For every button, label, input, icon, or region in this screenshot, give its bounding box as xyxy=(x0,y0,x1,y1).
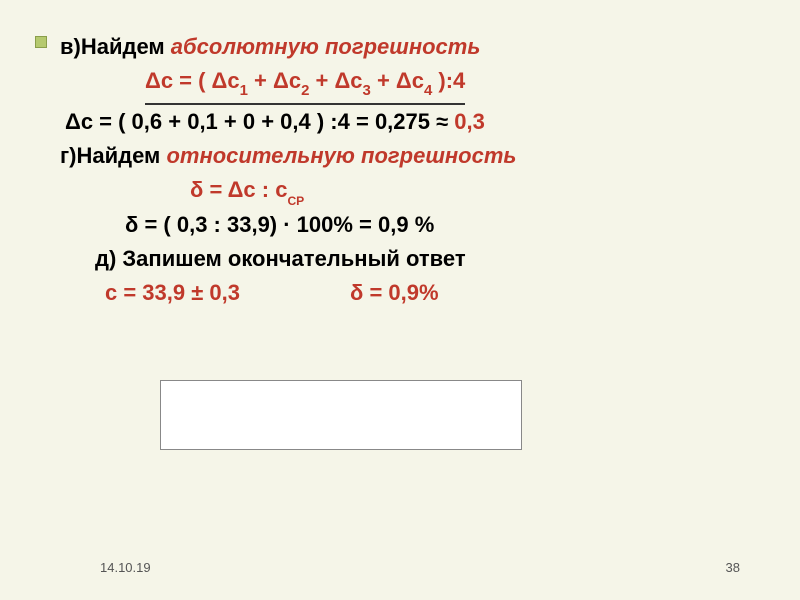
line-7: д) Запишем окончательный ответ xyxy=(95,242,760,276)
f-s3: 3 xyxy=(363,82,371,99)
f-a: Δс = ( Δс xyxy=(145,68,240,93)
line1-text-b: абсолютную погрешность xyxy=(171,34,481,59)
line4-b: относительную погрешность xyxy=(166,143,516,168)
answer-box xyxy=(160,380,522,450)
f-d: + Δс xyxy=(371,68,424,93)
line-4: г)Найдем относительную погрешность xyxy=(60,139,760,173)
line5-sub: СР xyxy=(287,194,304,208)
f-s1: 1 xyxy=(240,82,248,99)
bullet-marker xyxy=(35,36,47,48)
line-8: с = 33,9 ± 0,3 δ = 0,9% xyxy=(105,276,760,310)
line3-result: 0,3 xyxy=(454,109,485,134)
f-b: + Δс xyxy=(248,68,301,93)
slide-container: в)Найдем абсолютную погрешность Δс = ( Δ… xyxy=(0,0,800,600)
line-1: в)Найдем абсолютную погрешность xyxy=(60,30,760,64)
line-5: δ = Δс : сСР xyxy=(190,173,760,208)
line1-text-a: в)Найдем xyxy=(60,34,171,59)
line-6: δ = ( 0,3 : 33,9) · 100% = 0,9 % xyxy=(125,208,760,242)
f-s4: 4 xyxy=(424,82,432,99)
line4-a: г)Найдем xyxy=(60,143,166,168)
line-2: Δс = ( Δс1 + Δс2 + Δс3 + Δс4 ):4 xyxy=(145,64,760,105)
f-s2: 2 xyxy=(301,82,309,99)
line8-a: с = 33,9 ± 0,3 xyxy=(105,280,240,305)
line3-calc: Δс = ( 0,6 + 0,1 + 0 + 0,4 ) :4 = 0,275 … xyxy=(65,109,454,134)
line8-b: δ = 0,9% xyxy=(350,280,439,305)
line5-a: δ = Δс : с xyxy=(190,177,287,202)
f-c: + Δс xyxy=(309,68,362,93)
f-e: ):4 xyxy=(432,68,465,93)
line-3: Δс = ( 0,6 + 0,1 + 0 + 0,4 ) :4 = 0,275 … xyxy=(65,105,760,139)
line2-formula: Δс = ( Δс1 + Δс2 + Δс3 + Δс4 ):4 xyxy=(145,64,465,105)
footer-date: 14.10.19 xyxy=(100,560,151,575)
page-number: 38 xyxy=(726,560,740,575)
